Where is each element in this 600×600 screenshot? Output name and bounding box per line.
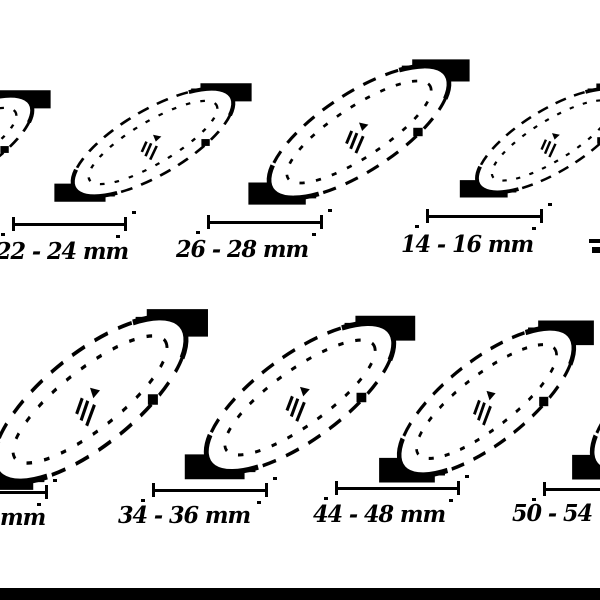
size-range-label: mm (0, 504, 46, 531)
ruler-line (543, 488, 600, 491)
watch-illustration (46, 61, 260, 224)
ruler-tick-left (12, 217, 15, 231)
ruler-tick-right (45, 485, 48, 499)
size-range-label: 44 - 48 mm (313, 501, 446, 528)
measurement-ruler (324, 475, 469, 502)
ruler-tick-right (540, 209, 543, 223)
measurement-ruler (141, 477, 277, 504)
ruler-line (12, 223, 127, 226)
ruler-line (0, 491, 48, 494)
size-range-label: 14 - 16 mm (401, 231, 534, 258)
size-range-label: 50 - 54 mm (512, 500, 600, 527)
bottom-border-bar (0, 588, 600, 600)
cutoff-glyph-fragment (589, 239, 600, 243)
ruler-tick-left (207, 215, 210, 229)
size-range-label: 22 - 24 mm (0, 238, 129, 265)
size-range-label: 26 - 28 mm (176, 236, 309, 263)
ruler-line (335, 487, 460, 490)
watch-illustration (457, 67, 600, 214)
cutoff-glyph-fragment (592, 247, 600, 253)
ruler-tick-right (265, 483, 268, 497)
measurement-ruler (196, 209, 332, 236)
ruler-tick-right (320, 215, 323, 229)
size-range-label: 34 - 36 mm (118, 502, 251, 529)
ruler-tick-left (152, 483, 155, 497)
ruler-tick-left (426, 209, 429, 223)
measurement-ruler (532, 482, 600, 501)
ruler-line (426, 215, 543, 218)
ruler-line (152, 489, 268, 492)
measurement-ruler (0, 479, 57, 506)
measurement-ruler (1, 211, 136, 238)
ruler-tick-right (457, 481, 460, 495)
measurement-ruler (415, 203, 552, 230)
watch-illustration (563, 287, 600, 510)
ruler-tick-left (335, 481, 338, 495)
ruler-tick-left (543, 482, 546, 496)
ruler-tick-right (124, 217, 127, 231)
ruler-line (207, 221, 323, 224)
watch-illustration (239, 32, 479, 232)
